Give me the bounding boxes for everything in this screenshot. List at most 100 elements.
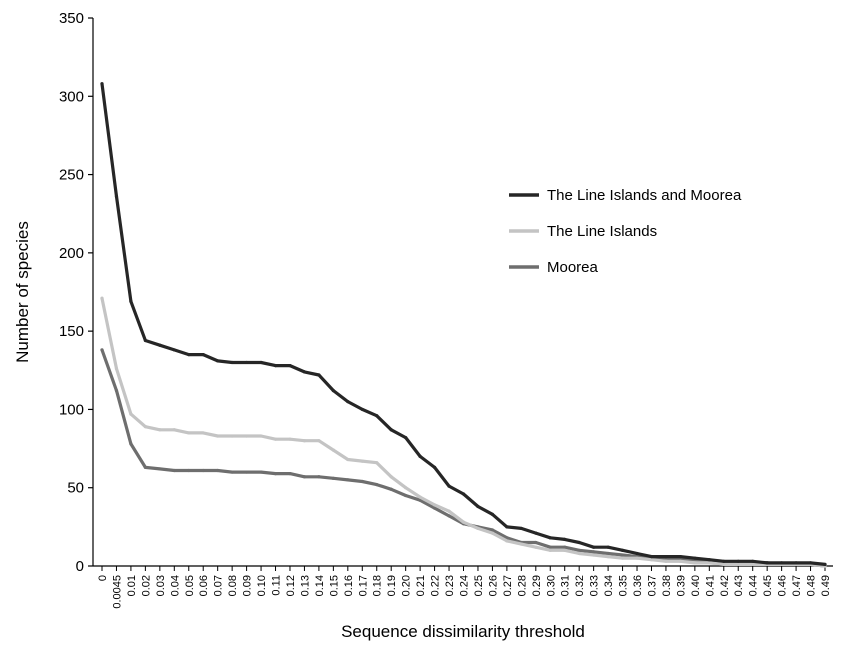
data-point-the-line-islands — [707, 561, 711, 565]
data-point-the-line-islands-and-moorea — [649, 555, 654, 559]
data-point-the-line-islands-and-moorea — [172, 348, 176, 352]
data-point-the-line-islands — [476, 526, 480, 531]
x-tick-label: 0.07 — [213, 575, 225, 596]
data-point-the-line-islands — [447, 509, 451, 513]
x-tick-label: 0.30 — [545, 575, 557, 596]
data-point-the-line-islands-and-moorea — [360, 407, 364, 412]
data-point-the-line-islands-and-moorea — [129, 299, 133, 303]
x-tick-label: 0.39 — [675, 575, 687, 596]
legend-item-moorea: Moorea — [509, 259, 599, 276]
data-point-the-line-islands — [201, 431, 205, 435]
x-tick-label: 0.42 — [719, 575, 731, 596]
data-point-the-line-islands-and-moorea — [216, 359, 220, 363]
data-point-the-line-islands — [635, 556, 639, 560]
x-tick-label: 0.08 — [227, 575, 239, 596]
x-tick-label: 0.43 — [733, 575, 745, 596]
data-point-moorea — [100, 348, 104, 352]
data-point-moorea — [187, 468, 191, 473]
data-point-moorea — [375, 482, 379, 487]
data-point-the-line-islands — [230, 434, 234, 438]
data-point-the-line-islands-and-moorea — [490, 512, 495, 516]
data-point-the-line-islands — [519, 542, 523, 546]
data-point-moorea — [216, 468, 220, 473]
data-point-moorea — [447, 514, 451, 518]
data-point-the-line-islands-and-moorea — [346, 400, 350, 404]
data-point-the-line-islands — [548, 548, 552, 552]
data-point-the-line-islands-and-moorea — [808, 561, 813, 565]
data-point-the-line-islands — [114, 367, 119, 371]
data-point-moorea — [302, 475, 307, 479]
data-point-the-line-islands — [143, 425, 147, 429]
data-point-the-line-islands — [418, 495, 422, 499]
x-tick-label: 0.06 — [198, 575, 210, 596]
series-points-the-line-islands-and-moorea — [100, 82, 827, 567]
data-point-the-line-islands — [404, 486, 408, 490]
x-tick-label: 0.0045 — [111, 575, 123, 609]
data-point-moorea — [563, 545, 567, 549]
y-ticks: 0 50 100 150 200 250 300 350 — [59, 10, 93, 575]
x-tick-label: 0.22 — [430, 575, 442, 596]
x-tick-label: 0.36 — [632, 575, 644, 596]
data-point-the-line-islands — [620, 556, 625, 560]
x-tick-label: 0.01 — [126, 575, 138, 596]
data-point-moorea — [158, 467, 162, 471]
series-lines — [100, 82, 827, 568]
data-point-the-line-islands-and-moorea — [432, 465, 437, 469]
data-point-the-line-islands — [346, 457, 350, 462]
data-point-the-line-islands-and-moorea — [288, 363, 292, 368]
data-point-the-line-islands-and-moorea — [273, 363, 278, 368]
data-point-the-line-islands-and-moorea — [259, 360, 263, 365]
data-point-the-line-islands-and-moorea — [751, 559, 755, 563]
series-points-the-line-islands — [100, 296, 827, 568]
data-point-the-line-islands — [577, 551, 581, 556]
x-tick-label: 0.34 — [603, 575, 615, 596]
data-point-the-line-islands — [288, 437, 292, 441]
x-tick-label: 0.03 — [155, 575, 167, 596]
x-tick-label: 0.19 — [386, 575, 398, 596]
data-point-the-line-islands-and-moorea — [331, 389, 335, 393]
y-tick-label: 250 — [59, 167, 84, 184]
data-point-moorea — [577, 548, 581, 552]
data-point-the-line-islands — [158, 428, 162, 432]
data-point-moorea — [360, 479, 364, 484]
x-tick-label: 0.48 — [806, 575, 818, 596]
data-point-the-line-islands-and-moorea — [418, 454, 422, 458]
legend-item-line-islands-and-moorea: The Line Islands and Moorea — [509, 187, 742, 204]
data-point-moorea — [432, 506, 437, 510]
x-tick-label: 0.11 — [271, 575, 283, 596]
data-point-the-line-islands — [563, 548, 567, 552]
data-point-the-line-islands — [664, 559, 668, 563]
data-point-the-line-islands — [259, 434, 263, 438]
data-point-moorea — [114, 389, 119, 393]
x-tick-label: 0.31 — [560, 575, 572, 596]
data-point-moorea — [317, 475, 321, 479]
data-point-the-line-islands-and-moorea — [100, 82, 104, 86]
data-point-the-line-islands-and-moorea — [404, 436, 408, 440]
data-point-the-line-islands-and-moorea — [794, 561, 798, 565]
data-point-moorea — [404, 493, 408, 498]
data-point-the-line-islands-and-moorea — [302, 370, 307, 374]
data-point-the-line-islands-and-moorea — [722, 559, 726, 563]
x-tick-label: 0.28 — [516, 575, 528, 596]
data-point-the-line-islands — [389, 475, 393, 479]
data-point-the-line-islands — [216, 434, 220, 438]
data-point-the-line-islands — [505, 539, 509, 543]
data-point-moorea — [620, 553, 625, 557]
series-points-moorea — [100, 348, 827, 568]
x-tick-label: 0.44 — [748, 575, 760, 596]
data-point-the-line-islands — [187, 431, 191, 435]
x-tick-label: 0.27 — [502, 575, 514, 596]
x-tick-label: 0.35 — [618, 575, 630, 596]
data-point-the-line-islands — [129, 412, 133, 416]
data-point-the-line-islands-and-moorea — [317, 373, 321, 377]
axes — [92, 18, 833, 567]
data-point-the-line-islands — [606, 555, 610, 559]
x-tick-label: 0.15 — [328, 575, 340, 596]
series-line-moorea — [100, 348, 827, 568]
data-point-moorea — [606, 551, 610, 556]
data-point-moorea — [346, 478, 350, 482]
data-point-the-line-islands — [317, 439, 321, 443]
x-tick-label: 0.02 — [140, 575, 152, 596]
legend-label-line-islands-and-moorea: The Line Islands and Moorea — [547, 187, 742, 204]
data-point-the-line-islands-and-moorea — [577, 540, 581, 545]
